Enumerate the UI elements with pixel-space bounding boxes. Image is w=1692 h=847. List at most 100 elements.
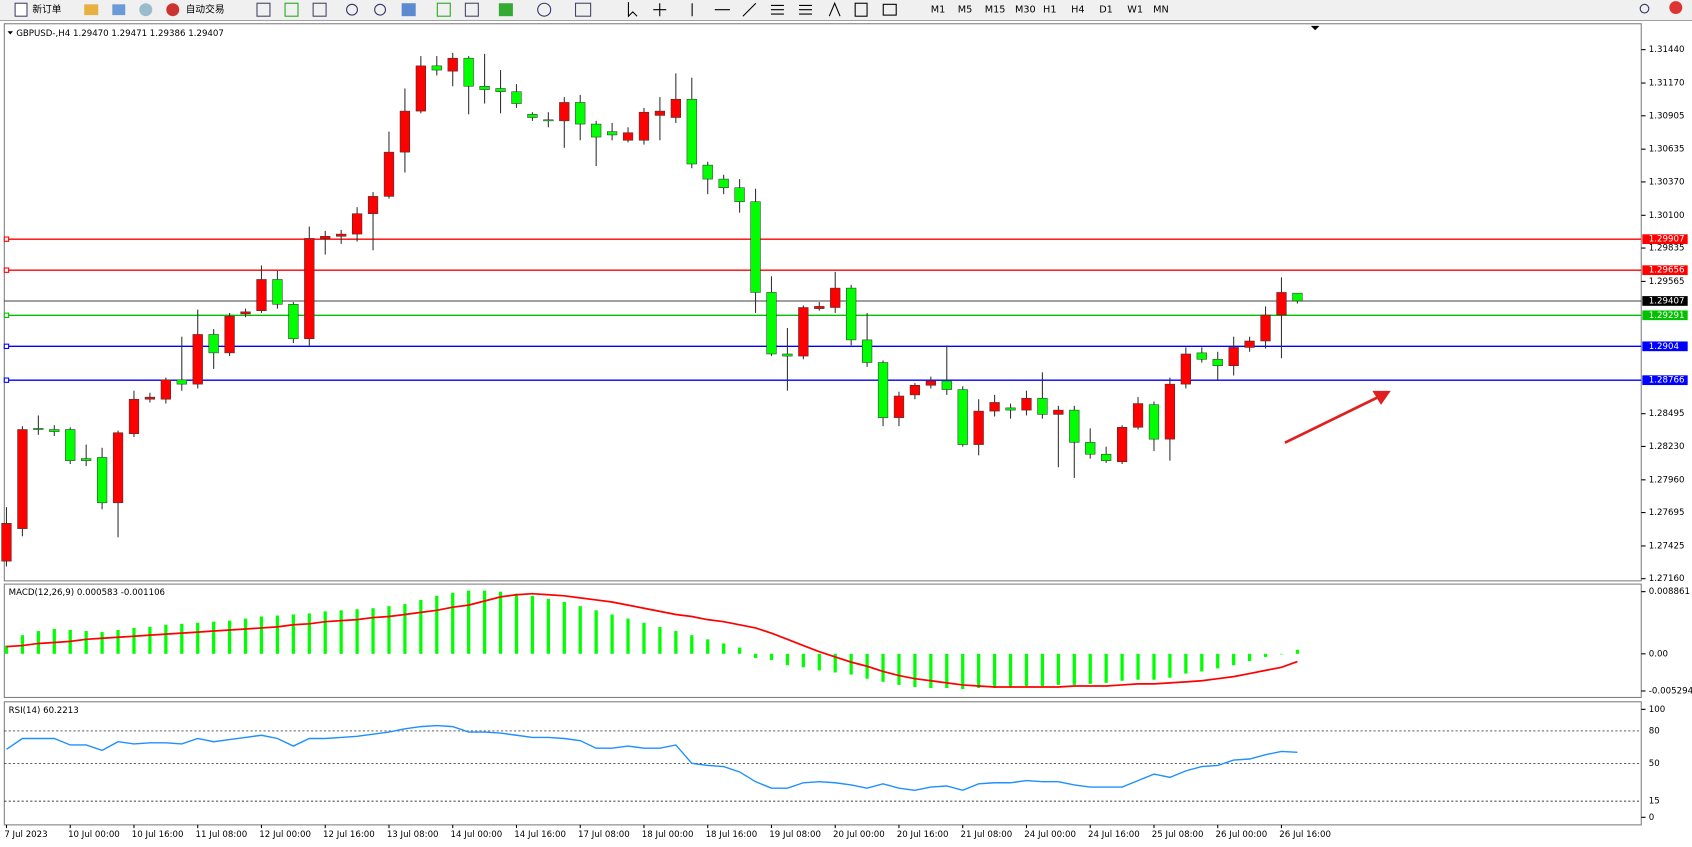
candle-body — [909, 384, 921, 396]
line-tools[interactable] — [691, 2, 757, 17]
label-tool[interactable] — [854, 2, 868, 17]
candle-body — [941, 380, 952, 390]
timeframe-button[interactable]: W1 — [1127, 5, 1143, 16]
candle-body — [320, 236, 331, 239]
candle-body — [256, 279, 267, 311]
current-price-box — [1642, 296, 1688, 306]
candle-body — [1244, 340, 1255, 348]
macd-bar — [1056, 653, 1060, 685]
level-label-box — [1642, 265, 1688, 276]
line-tools[interactable] — [770, 4, 812, 15]
tool-icon[interactable] — [464, 2, 479, 17]
macd-bar — [4, 645, 9, 654]
candle-body — [431, 65, 442, 71]
macd-bar — [801, 653, 805, 668]
candle-body — [1, 523, 12, 562]
level-handle — [3, 312, 10, 318]
tool-icon[interactable] — [882, 3, 897, 16]
timeframe-button[interactable]: M15 — [985, 5, 1006, 16]
level-handle — [3, 377, 10, 383]
tool-icon[interactable] — [574, 2, 592, 17]
search-icon[interactable] — [1639, 3, 1650, 14]
candle-body — [702, 164, 713, 180]
candle-body — [1069, 409, 1080, 443]
timeframe-button[interactable]: MN — [1153, 5, 1169, 16]
zoom-in-icon[interactable] — [346, 3, 358, 16]
y-tick-label: 1.28495 — [1649, 409, 1685, 419]
new-order-icon[interactable] — [14, 2, 28, 17]
candle-body — [686, 98, 697, 165]
y-tick-label: 1.29565 — [1649, 277, 1685, 287]
macd-bar — [419, 599, 423, 654]
macd-panel — [3, 583, 1642, 699]
tool-icon[interactable] — [139, 3, 153, 17]
new-order-button[interactable]: 新订单 — [32, 3, 61, 16]
timeframe-button[interactable]: D1 — [1099, 5, 1113, 16]
macd-bar — [817, 653, 821, 671]
level-label: 1.28766 — [1649, 376, 1685, 386]
candle-body — [973, 410, 984, 445]
tool-icon[interactable] — [312, 2, 327, 17]
level-label: 1.29656 — [1649, 266, 1685, 276]
candle-body — [399, 110, 411, 153]
x-tick-label: 13 Jul 08:00 — [387, 830, 439, 840]
timeframe-button[interactable]: H4 — [1071, 5, 1084, 16]
y-tick-label: 100 — [1649, 705, 1665, 715]
candle-body — [718, 178, 729, 189]
macd-bar — [387, 606, 391, 654]
tool-icon[interactable] — [256, 2, 271, 17]
macd-bar — [1295, 649, 1300, 654]
candle-body — [415, 65, 426, 112]
macd-bar — [530, 595, 535, 654]
macd-bar — [1072, 653, 1076, 685]
y-tick-label: 1.30370 — [1649, 177, 1685, 187]
macd-bar — [132, 627, 136, 654]
auto-trading-icon[interactable] — [166, 3, 180, 17]
tool-icon[interactable] — [537, 2, 552, 17]
candle-body — [495, 88, 506, 92]
tool-icon[interactable] — [498, 3, 513, 17]
main-panel — [3, 23, 1642, 582]
tool-icon[interactable] — [401, 3, 416, 17]
candle-body — [1053, 409, 1064, 415]
crosshair-icon[interactable] — [653, 3, 667, 17]
tool-icon[interactable] — [112, 4, 126, 16]
y-tick-label: 1.27160 — [1649, 574, 1685, 584]
macd-bar — [498, 591, 503, 654]
macd-bar — [435, 595, 439, 654]
candle-body — [750, 201, 761, 293]
candle-body — [1260, 314, 1271, 342]
candle-body — [192, 334, 203, 385]
macd-bar — [658, 626, 662, 654]
candle-body — [622, 132, 634, 141]
timeframe-button[interactable]: H1 — [1043, 5, 1056, 16]
candle-body — [1292, 292, 1303, 302]
macd-bar — [451, 592, 455, 654]
x-tick-label: 10 Jul 16:00 — [132, 830, 184, 840]
auto-trading-button[interactable]: 自动交易 — [186, 3, 225, 16]
notification-icon[interactable] — [1669, 1, 1683, 15]
macd-bar — [1120, 653, 1124, 681]
timeframe-button[interactable]: M1 — [931, 5, 946, 16]
macd-bar — [196, 622, 200, 654]
timeframe-button[interactable]: M5 — [958, 5, 973, 16]
level-label-box — [1642, 234, 1688, 245]
annotation-arrowhead — [1372, 390, 1391, 405]
zoom-out-icon[interactable] — [374, 3, 387, 16]
cursor-icon[interactable] — [627, 2, 638, 18]
candle-body — [893, 395, 905, 418]
candle-body — [351, 213, 363, 235]
level-label-box — [1642, 341, 1688, 352]
x-tick-label: 12 Jul 00:00 — [259, 830, 311, 840]
tool-icon[interactable] — [284, 2, 299, 17]
text-tool[interactable] — [828, 1, 841, 17]
tool-icon[interactable] — [84, 4, 99, 16]
tool-icon[interactable] — [436, 2, 451, 17]
timeframe-button[interactable]: M30 — [1015, 5, 1036, 16]
macd-bar — [275, 615, 280, 654]
macd-bar — [227, 620, 232, 654]
candle-body — [1180, 353, 1191, 385]
macd-bar — [371, 608, 375, 654]
candle-body — [33, 428, 44, 430]
macd-bar — [562, 601, 566, 654]
